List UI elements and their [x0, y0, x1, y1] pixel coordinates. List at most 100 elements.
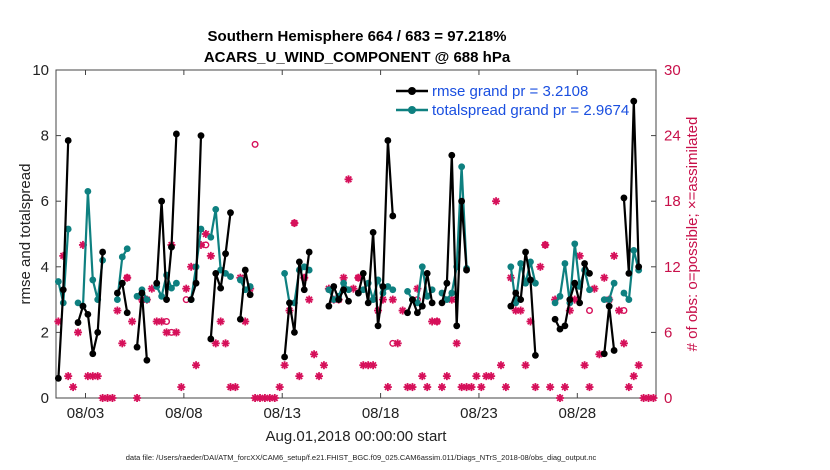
totalspread-point: [443, 296, 451, 303]
obs-possible-marker: [433, 317, 441, 325]
obs-assimilated-marker: [477, 383, 486, 392]
totalspread-point: [512, 299, 520, 307]
rmse-point: [507, 302, 515, 310]
x-axis: 08/03 08/08 08/13 08/18 08/23 08/28: [67, 70, 596, 422]
obs-assimilated-marker: [619, 339, 628, 348]
totalspread-point: [89, 276, 97, 284]
rmse-point: [74, 319, 82, 326]
rmse-point: [84, 310, 92, 318]
rmse-point: [409, 296, 416, 303]
rmse-point: [64, 137, 72, 144]
rmse-point: [379, 283, 387, 290]
rmse-point: [551, 315, 559, 323]
rmse-point: [527, 276, 534, 284]
totalspread-point: [561, 260, 569, 267]
totalspread-point: [404, 288, 411, 295]
rmse-point: [458, 197, 466, 205]
totalspread-point: [418, 263, 426, 271]
obs-possible-marker: [389, 339, 397, 347]
totalspread-point: [551, 299, 559, 307]
totalspread-point: [610, 279, 618, 287]
rmse-point: [123, 309, 131, 317]
rmse-point: [453, 322, 461, 330]
obs-assimilated-marker: [108, 394, 117, 402]
totalspread-point: [507, 263, 515, 271]
rmse-point: [359, 269, 367, 277]
totalspread-point: [64, 225, 72, 233]
obs-assimilated-marker: [521, 361, 530, 370]
totalspread-point: [345, 286, 352, 294]
obs-possible-marker: [620, 307, 628, 315]
rmse-point: [605, 302, 613, 310]
obs-assimilated-marker: [408, 383, 417, 392]
chart-title-line2: ACARS_U_WIND_COMPONENT @ 688 hPa: [204, 49, 511, 66]
obs-assimilated-marker: [580, 361, 589, 370]
rmse-point: [89, 350, 97, 358]
rmse-point: [207, 335, 215, 343]
chart-title-line1: Southern Hemisphere 664 / 683 = 97.218%: [208, 28, 507, 45]
obs-possible-marker: [123, 274, 131, 282]
rmse-point: [463, 266, 470, 274]
obs-assimilated-marker: [467, 383, 476, 392]
totalspread-point: [133, 292, 141, 300]
rmse-point: [281, 353, 288, 361]
totalspread-point: [84, 187, 92, 195]
obs-assimilated-marker: [610, 251, 619, 260]
obs-possible-marker: [167, 328, 175, 336]
obs-possible-marker: [290, 219, 298, 227]
obs-assimilated-marker: [388, 295, 397, 304]
rmse-series: [54, 97, 643, 382]
rmse-point: [571, 279, 579, 287]
rmse-point: [143, 356, 151, 364]
rmse-point: [620, 194, 628, 202]
obs-assimilated-marker: [344, 175, 353, 184]
obs-assimilated-marker: [187, 262, 196, 271]
obs-assimilated-marker: [280, 361, 289, 370]
obs-assimilated-marker: [600, 273, 609, 282]
y-axis-right: 0 6 12 18 24 30: [651, 62, 681, 407]
obs-assimilated-marker: [575, 251, 584, 260]
y-tick-label: 4: [41, 259, 49, 276]
obs-assimilated-marker: [113, 306, 122, 315]
obs-assimilated-marker: [206, 251, 215, 260]
rmse-point: [600, 350, 608, 358]
totalspread-point: [168, 284, 175, 292]
totalspread-point: [123, 245, 131, 253]
rmse-point: [305, 248, 313, 256]
rmse-point: [345, 297, 352, 305]
totalspread-point: [143, 296, 151, 303]
rmse-point: [369, 228, 377, 236]
obs-assimilated-marker: [393, 339, 402, 348]
rmse-point: [512, 289, 520, 297]
rmse-point: [384, 137, 392, 144]
totalspread-point: [571, 240, 579, 248]
totalspread-point: [600, 296, 608, 303]
obs-assimilated-marker: [624, 383, 633, 392]
obs-assimilated-marker: [452, 339, 461, 348]
obs-assimilated-marker: [221, 339, 230, 348]
y-tick-label: 10: [32, 62, 49, 79]
obs-assimilated-marker: [383, 383, 392, 392]
obs-assimilated-marker: [487, 372, 496, 381]
rmse-point: [630, 97, 638, 105]
rmse-point: [246, 291, 254, 299]
rmse-point: [374, 322, 382, 330]
totalspread-point: [586, 286, 593, 294]
obs-assimilated-marker: [231, 383, 240, 392]
obs-assimilated-marker: [437, 383, 446, 392]
legend-spread-marker: [408, 106, 416, 114]
obs-assimilated-marker: [315, 372, 324, 381]
obs-assimilated-marker: [536, 262, 545, 271]
obs-assimilated-marker: [211, 339, 220, 348]
totalspread-point: [74, 299, 82, 307]
rmse-point: [340, 286, 348, 294]
rmse-point: [389, 212, 397, 220]
obs-assimilated-marker: [339, 273, 348, 282]
rmse-point: [625, 269, 633, 277]
rmse-point: [517, 296, 525, 303]
rmse-point: [236, 315, 244, 323]
data-file-note: data file: /Users/raeder/DAI/ATM_forcXX/…: [126, 453, 597, 462]
y-tick-label: 2: [41, 324, 49, 341]
totalspread-point: [54, 278, 62, 285]
rmse-point: [163, 296, 170, 303]
